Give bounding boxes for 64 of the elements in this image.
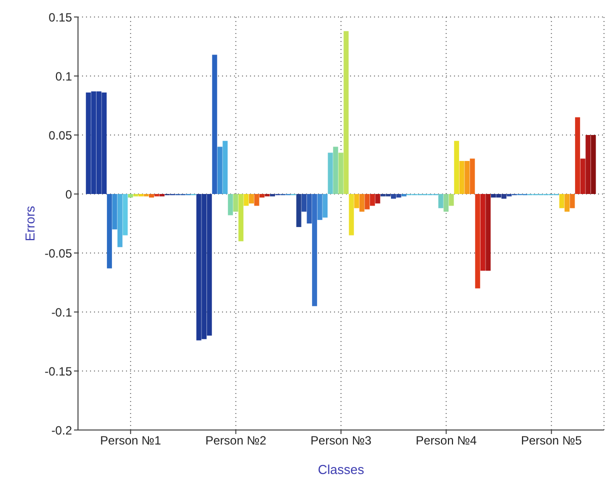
x-axis-title: Classes [318,462,365,477]
bar [228,194,233,216]
bar [106,194,112,268]
bar [302,194,307,212]
bar [122,194,128,236]
bar [244,194,249,206]
bar [248,194,254,204]
bar [464,160,470,194]
x-tick-label: Person №2 [205,434,267,448]
bar [117,194,122,248]
bar [448,194,454,206]
bar [322,194,328,218]
bar [149,194,154,198]
x-tick-label: Person №3 [310,434,372,448]
bar [112,194,118,230]
bar [470,158,475,194]
y-tick-label: 0 [65,187,72,202]
y-tick-label: -0.2 [51,423,72,438]
bar [580,158,586,194]
bar [438,194,444,208]
y-tick-label: 0.1 [55,69,72,84]
bar [233,194,238,212]
bar [359,194,364,212]
bar [370,194,375,206]
bar [222,140,228,194]
bar [217,146,222,194]
bar [575,117,580,194]
bar [570,194,575,208]
bar [333,146,338,194]
x-tick-label: Person №1 [100,434,162,448]
bar [296,194,302,228]
bar [454,140,460,194]
bar [348,194,354,236]
y-tick-label: -0.1 [51,305,72,320]
bar [259,194,264,198]
bar [344,31,349,194]
y-tick-label: 0.15 [48,10,72,24]
bar [375,194,380,204]
y-axis-title: Errors [22,205,38,242]
bar [328,152,333,194]
bar [254,194,260,206]
bar [586,135,591,194]
bar [480,194,486,271]
bar [486,194,491,271]
x-tick-label: Person №5 [520,434,582,448]
bar [475,194,480,288]
y-tick-label: -0.15 [44,364,72,378]
bar [312,194,318,306]
bar [128,194,133,198]
x-tick-label: Person №4 [416,434,477,448]
bar [564,194,570,212]
bar [590,135,596,194]
bar [559,194,564,208]
bar [306,194,312,224]
y-tick-label: -0.05 [44,246,72,260]
bar [444,194,449,212]
bar [338,152,344,194]
bar [212,54,218,194]
bar [364,194,370,210]
bar [459,160,464,194]
bar [317,194,322,220]
bar [238,194,244,242]
y-tick-label: 0.05 [48,128,72,142]
bar [354,194,360,208]
